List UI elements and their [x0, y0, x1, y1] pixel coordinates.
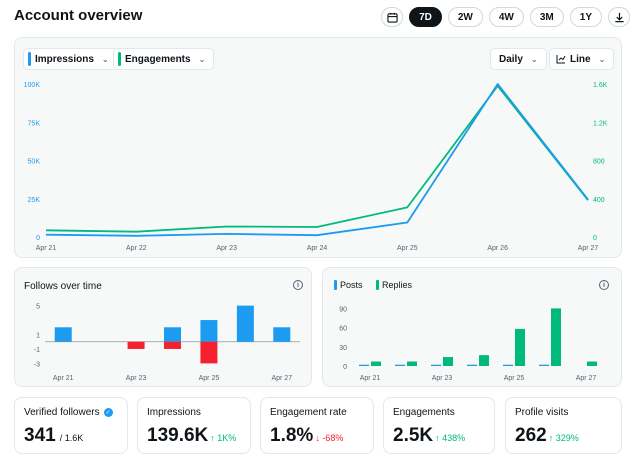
stat-delta: ↑ 329% [548, 433, 579, 443]
stat-impressions[interactable]: Impressions 139.6K ↑ 1K% [137, 397, 251, 454]
metric-engagements-label: Engagements [125, 53, 191, 65]
metric-engagements-select[interactable]: Engagements ⌄ [113, 48, 215, 70]
stat-value-text: 341 [24, 425, 56, 446]
follows-card-title: Follows over time [24, 281, 102, 292]
range-3m-button[interactable]: 3M [529, 7, 564, 27]
chevron-down-icon: ⌄ [198, 54, 206, 64]
page-title: Account overview [14, 7, 143, 24]
chart-style-select[interactable]: Line ⌄ [549, 48, 615, 70]
verified-badge-icon: ✓ [103, 408, 113, 417]
engagements-color-indicator [118, 52, 121, 66]
download-icon [614, 12, 624, 22]
stat-engagement-rate[interactable]: Engagement rate 1.8% ↓ -68% [260, 397, 374, 454]
legend-replies-label: Replies [382, 280, 413, 290]
follows-card: Follows over time i [14, 267, 312, 387]
range-1y-button[interactable]: 1Y [569, 7, 602, 27]
stat-label-profile-visits: Profile visits [515, 407, 569, 418]
range-selector: 7D 2W 4W 3M 1Y [381, 7, 630, 27]
stat-value-engagements: 2.5K ↑ 438% [393, 425, 465, 447]
stat-label-impressions: Impressions [147, 407, 201, 418]
stat-value-verified-followers: 341/ 1.6K [24, 425, 83, 447]
stat-label-verified-followers: Verified followers ✓ [24, 407, 113, 418]
stat-label-engagement-rate: Engagement rate [270, 407, 347, 418]
legend-replies: Replies [376, 280, 412, 290]
granularity-label: Daily [499, 53, 523, 65]
chevron-down-icon: ⌄ [530, 54, 538, 64]
stat-delta: ↓ -68% [315, 433, 344, 443]
stat-delta: ↑ 1K% [210, 433, 237, 443]
calendar-icon [386, 12, 398, 23]
granularity-select[interactable]: Daily ⌄ [490, 48, 547, 70]
stat-sub-text: / 1.6K [59, 433, 84, 443]
info-icon[interactable]: i [599, 280, 609, 290]
main-chart-card: Impressions ⌄ Engagements ⌄ Daily ⌄ Line… [14, 37, 622, 258]
stat-verified-followers[interactable]: Verified followers ✓ 341/ 1.6K [14, 397, 128, 454]
stat-value-text: 1.8% [270, 425, 314, 446]
stat-profile-visits[interactable]: Profile visits 262 ↑ 329% [505, 397, 622, 454]
chevron-down-icon: ⌄ [101, 54, 109, 64]
stat-label-engagements: Engagements [393, 407, 455, 418]
impressions-color-indicator [28, 52, 31, 66]
stat-value-engagement-rate: 1.8% ↓ -68% [270, 425, 343, 447]
stat-value-text: 262 [515, 425, 547, 446]
chevron-down-icon: ⌄ [598, 54, 606, 64]
chart-style-label: Line [570, 53, 591, 65]
stat-delta: ↑ 438% [435, 433, 466, 443]
info-icon[interactable]: i [293, 280, 303, 290]
posts-swatch [334, 280, 337, 290]
range-2w-button[interactable]: 2W [447, 7, 483, 27]
metric-impressions-select[interactable]: Impressions ⌄ [23, 48, 118, 70]
range-7d-button[interactable]: 7D [409, 7, 442, 27]
stat-label-text: Verified followers [24, 407, 100, 418]
line-chart-icon [556, 55, 566, 64]
legend-posts: Posts [334, 280, 363, 290]
posts-replies-card: Posts Replies i [322, 267, 622, 387]
range-4w-button[interactable]: 4W [488, 7, 524, 27]
stat-value-impressions: 139.6K ↑ 1K% [147, 425, 236, 447]
download-button[interactable] [608, 7, 630, 27]
stat-value-text: 139.6K [147, 425, 209, 446]
legend-posts-label: Posts [340, 280, 363, 290]
calendar-button[interactable] [381, 7, 404, 27]
stat-value-profile-visits: 262 ↑ 329% [515, 425, 579, 447]
stat-value-text: 2.5K [393, 425, 434, 446]
metric-impressions-label: Impressions [35, 53, 94, 65]
stat-engagements[interactable]: Engagements 2.5K ↑ 438% [383, 397, 495, 454]
replies-swatch [376, 280, 379, 290]
